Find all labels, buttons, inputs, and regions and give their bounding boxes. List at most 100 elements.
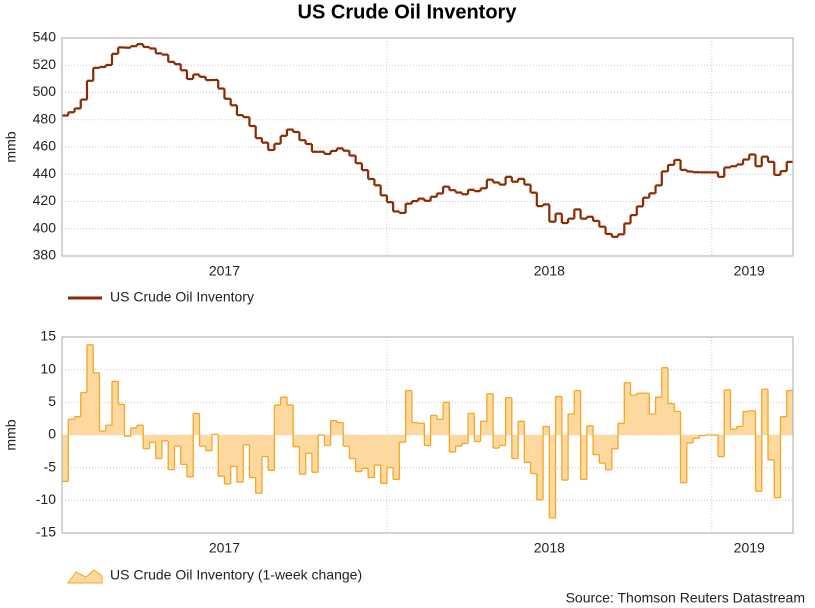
area-segment [180,435,188,465]
area-segment [586,425,594,435]
area-segment [480,421,488,435]
area-segment [199,435,207,447]
area-segment [768,435,775,460]
area-segment [755,435,763,492]
area-segment [649,414,656,435]
area-segment [118,404,125,435]
area-segment [361,435,369,469]
area-segment [280,397,288,435]
area-segment [224,435,231,484]
area-segment [393,435,400,480]
area-segment [368,435,375,478]
area-segment [674,411,681,435]
area-segment [555,396,563,435]
area-segment [680,435,688,483]
area-segment [86,344,94,435]
y-tick-label: 460 [33,138,57,154]
y-tick-label: 0 [48,426,56,442]
area-segment [611,435,619,449]
area-segment [536,435,544,500]
y-tick-label: 440 [33,165,57,181]
area-segment [411,422,419,435]
area-segment [418,423,425,435]
area-segment [549,435,556,518]
area-segment [774,435,781,498]
area-segment [274,404,281,435]
area-segment [349,435,356,459]
legend-label: US Crude Oil Inventory (1-week change) [110,567,362,583]
area-segment [255,435,263,494]
area-segment [286,404,294,435]
area-segment [580,435,588,480]
area-segment [718,435,725,457]
area-segment [105,425,113,435]
area-segment [599,435,606,464]
area-segment [305,435,313,454]
area-segment [511,435,519,459]
x-tick-label: 2017 [209,540,240,556]
plot-frame [61,336,794,534]
area-segment [174,435,182,447]
area-segment [455,435,463,447]
area-segment [486,393,494,435]
area-segment [786,390,794,435]
area-segment [574,390,581,435]
x-tick-label: 2018 [534,540,565,556]
area-segment [74,416,82,435]
area-segment [724,389,731,435]
y-axis-label: mmb [3,131,19,162]
area-segment [493,435,500,449]
area-segment [261,435,269,457]
area-segment [168,435,175,470]
area-segment [205,435,213,451]
area-segment [743,411,750,435]
y-tick-label: 500 [33,83,57,99]
area-segment [343,435,350,447]
area-segment [330,420,338,435]
y-tick-label: -15 [36,524,56,540]
area-segment [380,435,388,484]
area-segment [399,435,406,443]
area-segment [374,435,381,466]
area-segment [693,435,700,439]
plot-frame [61,37,794,257]
area-segment [155,435,163,459]
area-segment [668,403,675,435]
area-segment [524,435,531,463]
area-segment [518,421,525,435]
area-segment [130,427,138,435]
area-segment [749,410,756,435]
area-segment [780,416,788,435]
area-segment [530,435,538,474]
area-segment [193,413,200,435]
x-tick-label: 2019 [734,263,765,279]
y-tick-label: -5 [44,458,57,474]
area-segment [730,429,738,435]
area-segment [461,435,469,444]
area-segment [311,435,319,473]
x-tick-label: 2019 [734,540,765,556]
legend-swatch [67,569,103,584]
area-segment [655,397,663,435]
y-tick-label: 400 [33,219,57,235]
area-segment [430,415,438,435]
area-segment [218,435,225,477]
y-tick-label: 480 [33,110,57,126]
area-segment [505,397,513,435]
legend-label: US Crude Oil Inventory [110,289,254,305]
area-segment [136,425,144,435]
area-segment [249,435,256,478]
area-segment [405,390,413,435]
area-segment [686,435,694,443]
area-segment [624,382,631,435]
area-segment [68,419,75,435]
area-segment [643,393,650,435]
area-segment [161,435,169,441]
area-segment [761,389,769,435]
area-segment [236,435,244,483]
area-segment [618,423,625,435]
y-tick-label: 540 [33,29,57,45]
area-segment [474,435,481,442]
source-note: Source: Thomson Reuters Datastream [566,590,805,606]
y-tick-label: 15 [40,328,56,344]
